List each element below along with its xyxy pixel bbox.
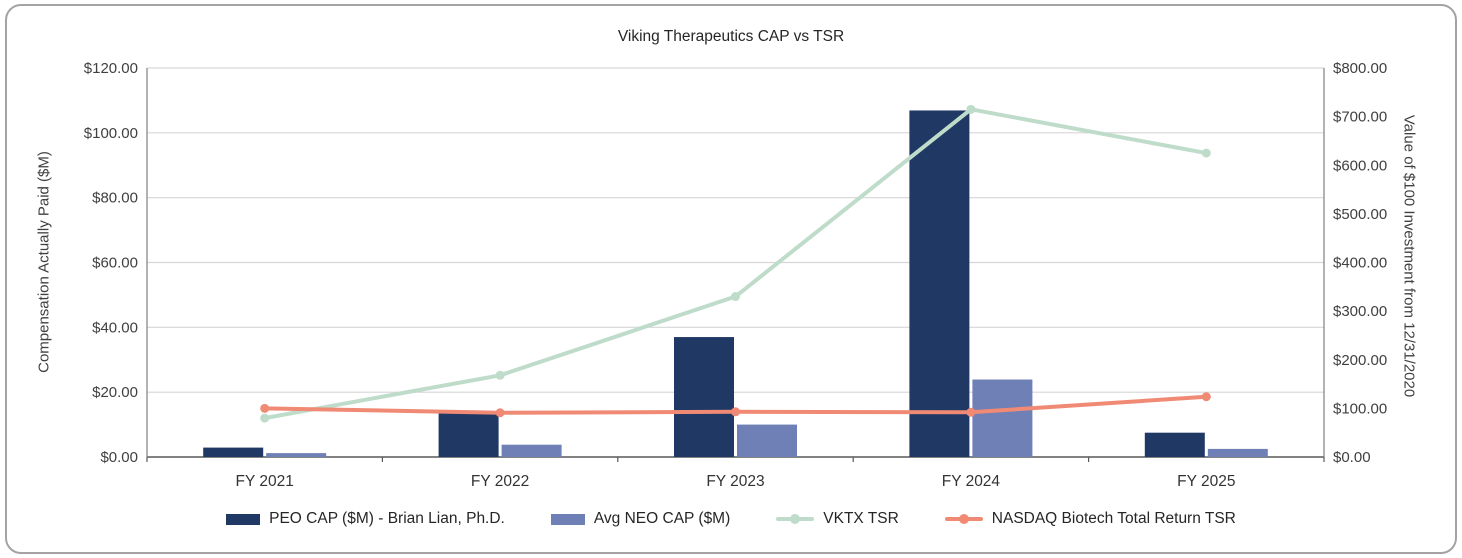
svg-text:$20.00: $20.00	[92, 384, 138, 401]
legend-swatch-neo-cap	[550, 513, 585, 525]
legend-swatch-peo-cap	[226, 513, 261, 525]
chart-legend: PEO CAP ($M) - Brian Lian, Ph.D. Avg NEO…	[7, 510, 1455, 528]
left-axis-title: Compensation Actually Paid ($M)	[35, 151, 53, 373]
legend-label-peo-cap: PEO CAP ($M) - Brian Lian, Ph.D.	[269, 510, 505, 527]
chart-plot: $0.00 $20.00 $40.00 $60.00 $80.00 $100.00 $120…	[84, 60, 1387, 490]
svg-text:$60.00: $60.00	[92, 255, 138, 272]
chart-title: Viking Therapeutics CAP vs TSR	[617, 28, 845, 45]
chart-frame: Viking Therapeutics CAP vs TSR $0.00 $20.…	[5, 4, 1457, 554]
legend-item-vktx-tsr: VKTX TSR	[776, 510, 899, 528]
legend-label-vktx-tsr: VKTX TSR	[823, 510, 899, 527]
svg-text:FY 2024: FY 2024	[942, 473, 1001, 490]
legend-marker-nasdaq-tsr	[958, 514, 969, 524]
legend-marker-vktx-tsr	[790, 514, 801, 524]
legend-item-peo-cap: PEO CAP ($M) - Brian Lian, Ph.D.	[226, 510, 505, 528]
svg-text:FY 2025: FY 2025	[1177, 473, 1235, 490]
legend-item-neo-cap: Avg NEO CAP ($M)	[550, 510, 731, 528]
svg-text:$100.00: $100.00	[84, 125, 138, 142]
svg-text:$40.00: $40.00	[92, 319, 138, 336]
svg-text:$700.00: $700.00	[1333, 109, 1387, 126]
svg-text:$80.00: $80.00	[92, 190, 138, 207]
legend-item-nasdaq-tsr: NASDAQ Biotech Total Return TSR	[944, 510, 1236, 528]
svg-text:FY 2021: FY 2021	[236, 473, 294, 490]
svg-text:$300.00: $300.00	[1333, 303, 1387, 320]
svg-text:$120.00: $120.00	[84, 60, 138, 77]
svg-text:$600.00: $600.00	[1333, 157, 1387, 174]
legend-label-nasdaq-tsr: NASDAQ Biotech Total Return TSR	[991, 510, 1236, 527]
legend-swatch-nasdaq-tsr	[944, 514, 983, 524]
svg-text:$100.00: $100.00	[1333, 400, 1387, 417]
svg-text:$0.00: $0.00	[100, 449, 138, 466]
svg-text:$500.00: $500.00	[1333, 206, 1387, 223]
legend-label-neo-cap: Avg NEO CAP ($M)	[593, 510, 731, 527]
svg-text:FY 2022: FY 2022	[471, 473, 529, 490]
svg-text:$400.00: $400.00	[1333, 255, 1387, 272]
svg-text:$200.00: $200.00	[1333, 352, 1387, 369]
svg-text:$800.00: $800.00	[1333, 60, 1387, 77]
svg-text:$0.00: $0.00	[1333, 449, 1371, 466]
legend-swatch-vktx-tsr	[776, 514, 815, 524]
right-axis-title: Value of $100 Investment from 12/31/2020	[1400, 114, 1418, 398]
svg-text:FY 2023: FY 2023	[706, 473, 764, 490]
